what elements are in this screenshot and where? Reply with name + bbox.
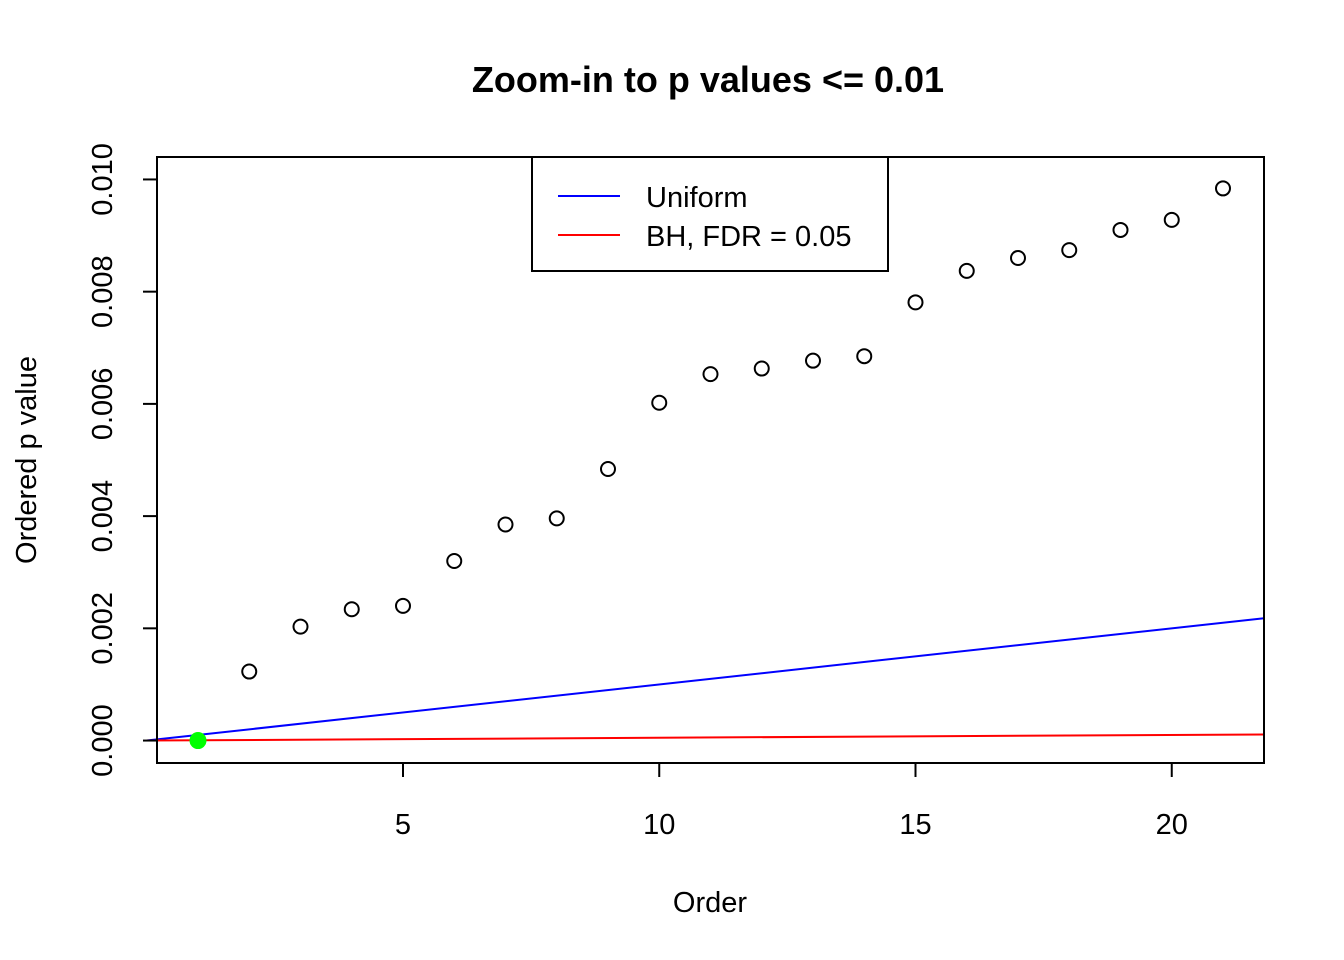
legend: Uniform BH, FDR = 0.05: [531, 156, 889, 272]
points-layer: [189, 180, 1231, 750]
y-tick-label: 0.008: [87, 255, 119, 328]
chart-title: Zoom-in to p values <= 0.01: [472, 59, 944, 100]
lines-layer: [146, 617, 1265, 742]
data-point: [753, 360, 770, 377]
data-point: [343, 601, 360, 618]
y-tick-label: 0.000: [87, 704, 119, 777]
data-point: [856, 348, 873, 365]
x-tick-label: 5: [395, 809, 411, 841]
legend-label-bh: BH, FDR = 0.05: [646, 221, 852, 253]
data-point: [651, 394, 668, 411]
data-point: [395, 597, 411, 614]
data-point: [600, 460, 616, 477]
y-tick-label: 0.006: [87, 368, 119, 441]
x-axis-label: Order: [673, 887, 747, 919]
data-point: [702, 366, 719, 383]
legend-label-uniform: Uniform: [646, 182, 748, 214]
data-point: [1163, 211, 1180, 228]
y-axis: 0.000 0.002 0.004 0.006 0.008 0.010: [87, 143, 157, 777]
data-point: [1061, 242, 1078, 259]
x-tick-label: 20: [1156, 809, 1188, 841]
reference-line-bh: [146, 733, 1265, 742]
reference-line-uniform: [146, 617, 1265, 742]
data-point: [907, 294, 924, 311]
x-tick-label: 15: [899, 809, 931, 841]
data-point: [548, 510, 565, 527]
x-tick-label: 10: [643, 809, 675, 841]
y-tick-label: 0.004: [87, 480, 119, 553]
y-tick-label: 0.010: [87, 143, 119, 216]
y-tick-label: 0.002: [87, 592, 119, 665]
data-point: [241, 663, 258, 680]
data-point: [292, 618, 309, 635]
y-axis-label: Ordered p value: [11, 356, 43, 564]
legend-box: [531, 156, 889, 272]
data-point: [497, 516, 514, 533]
data-point-highlighted: [189, 732, 207, 750]
data-point: [446, 553, 463, 569]
data-point: [1215, 180, 1231, 197]
data-point: [1112, 221, 1129, 238]
x-axis: 5 10 15 20: [395, 763, 1188, 841]
data-point: [805, 352, 821, 369]
data-point: [1010, 250, 1026, 266]
data-point: [958, 262, 975, 279]
